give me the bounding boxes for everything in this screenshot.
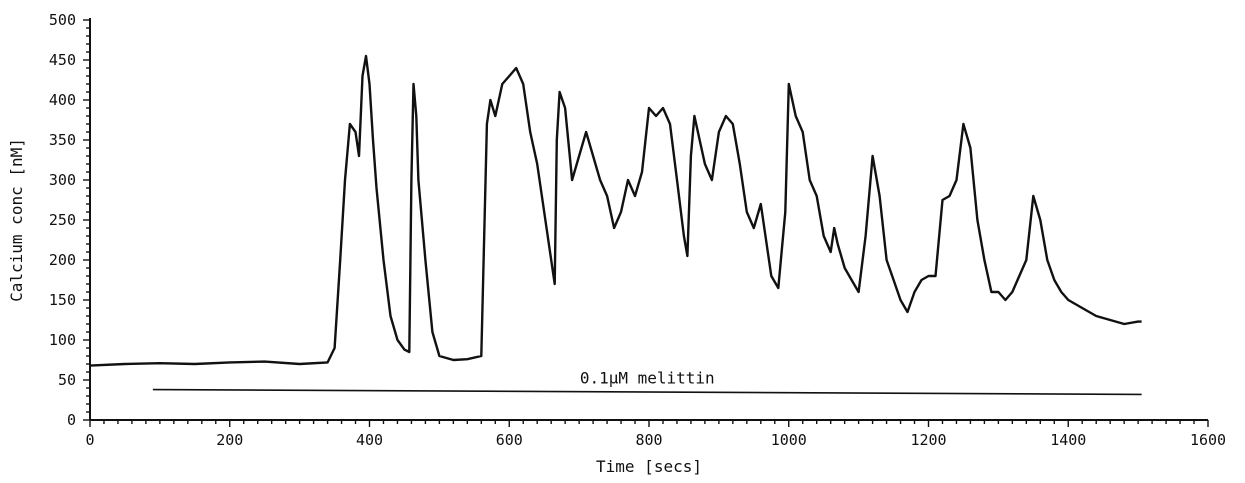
y-tick-label: 450 [49,51,76,69]
calcium-trace-line [89,54,1142,367]
y-tick-label: 50 [58,371,76,389]
y-ticks: 0 50 100 150 200 250 300 350 400 450 500 [49,11,90,429]
y-axis-title: Calcium conc [nM] [7,138,26,302]
y-tick-label: 200 [49,251,76,269]
x-tick-label: 1000 [771,431,807,449]
y-tick-label: 0 [67,411,76,429]
x-tick-label: 0 [85,431,94,449]
melittin-application-bar [152,388,1142,396]
melittin-label: 0.1μM melittin [580,369,715,388]
y-tick-label: 350 [49,131,76,149]
y-tick-label: 100 [49,331,76,349]
x-tick-label: 800 [635,431,662,449]
x-tick-label: 400 [356,431,383,449]
y-tick-label: 300 [49,171,76,189]
x-tick-label: 200 [216,431,243,449]
x-tick-label: 1200 [910,431,946,449]
y-tick-label: 400 [49,91,76,109]
x-tick-label: 1400 [1050,431,1086,449]
x-tick-label: 1600 [1190,431,1226,449]
y-tick-label: 150 [49,291,76,309]
x-axis-title: Time [secs] [596,457,702,476]
x-ticks: 0 200 400 600 800 1000 1200 1400 1600 [85,420,1226,449]
y-tick-label: 500 [49,11,76,29]
x-tick-label: 600 [496,431,523,449]
y-tick-label: 250 [49,211,76,229]
